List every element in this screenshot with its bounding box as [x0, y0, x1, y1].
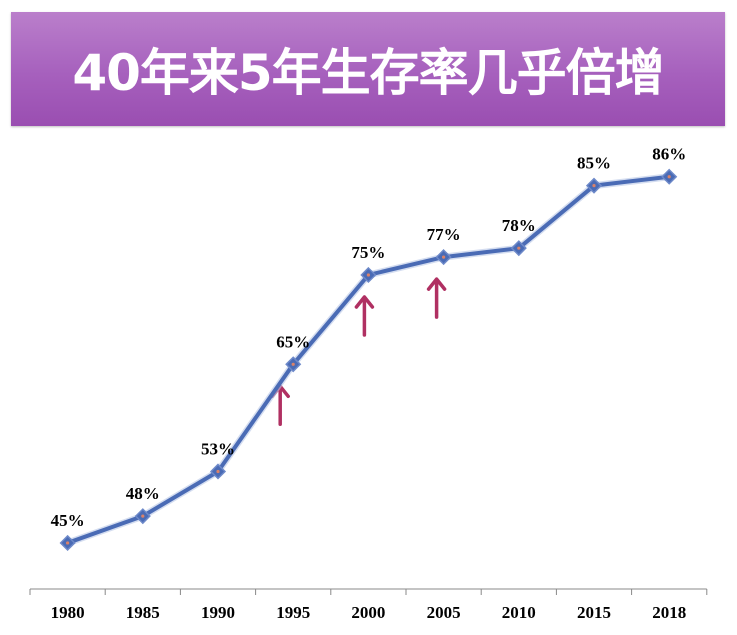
x-tick-label: 2015 — [577, 603, 611, 622]
up-arrow-icon — [354, 295, 375, 337]
data-label: 85% — [577, 154, 611, 173]
data-point-center — [667, 175, 671, 179]
data-label: 86% — [652, 145, 686, 164]
data-label: 75% — [351, 243, 385, 262]
x-tick-label: 2010 — [502, 603, 536, 622]
x-tick-label: 1985 — [126, 603, 160, 622]
data-point-center — [141, 514, 145, 518]
x-tick-label: 2005 — [427, 603, 461, 622]
data-point-center — [592, 184, 596, 188]
data-point-center — [366, 273, 370, 277]
data-label: 77% — [427, 225, 461, 244]
data-point-center — [216, 469, 220, 474]
data-label: 78% — [502, 216, 536, 235]
title-banner: 40年来5年生存率几乎倍增 — [11, 12, 725, 126]
data-label: 48% — [126, 484, 160, 503]
data-point-center — [517, 246, 521, 250]
data-point-center — [442, 255, 446, 259]
chart-title: 40年来5年生存率几乎倍增 — [72, 44, 664, 102]
up-arrow-icon — [426, 277, 447, 319]
data-label: 53% — [201, 439, 235, 458]
x-tick-label: 2000 — [351, 603, 385, 622]
x-tick-label: 1995 — [276, 603, 310, 622]
data-label: 45% — [51, 511, 85, 530]
data-point-center — [291, 362, 295, 366]
x-tick-label: 1980 — [51, 603, 85, 622]
data-label: 65% — [276, 332, 310, 351]
x-tick-label: 1990 — [201, 603, 235, 622]
data-point-center — [66, 541, 70, 545]
x-tick-label: 2018 — [652, 603, 686, 622]
